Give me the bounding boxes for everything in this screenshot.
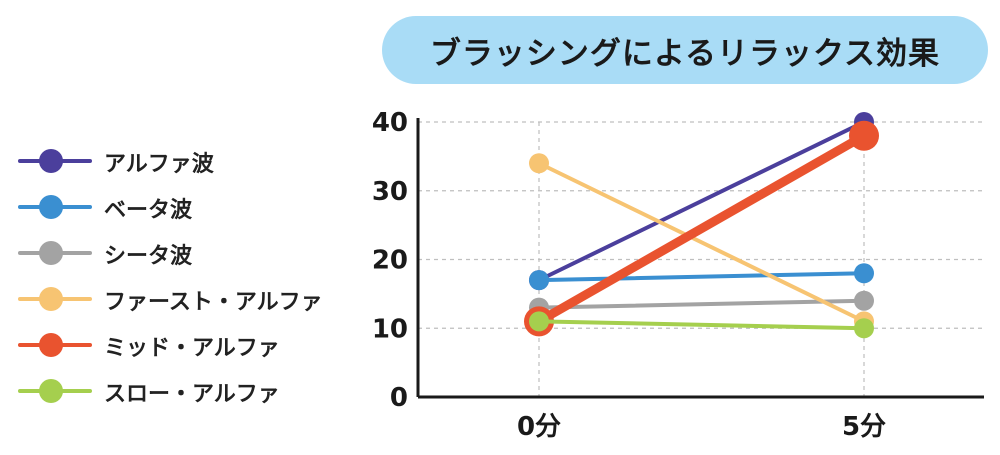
- data-point: [854, 263, 874, 284]
- legend-swatch-dot: [39, 333, 63, 357]
- data-point: [529, 270, 549, 291]
- series-line: [534, 131, 869, 326]
- y-tick-label: 20: [372, 246, 408, 276]
- legend-label: スロー・アルファ: [104, 382, 280, 407]
- series-line: [537, 319, 866, 331]
- series-line: [537, 161, 866, 324]
- legend-item: アルファ波: [12, 138, 362, 184]
- y-tick-label: 30: [372, 177, 408, 207]
- legend-label: ファースト・アルファ: [104, 290, 323, 315]
- legend-swatch-dot: [39, 287, 63, 311]
- x-tick-label: 0分: [517, 412, 561, 442]
- series-line: [537, 120, 866, 283]
- data-point: [529, 153, 549, 174]
- legend-label: ベータ波: [104, 198, 193, 223]
- legend-label: シータ波: [104, 244, 193, 269]
- series-line: [537, 298, 866, 310]
- legend-item: スロー・アルファ: [12, 368, 362, 414]
- y-tick-label: 40: [372, 108, 408, 138]
- chart-title: ブラッシングによるリラックス効果: [429, 35, 941, 72]
- legend-swatch-dot: [39, 149, 63, 173]
- legend: アルファ波ベータ波シータ波ファースト・アルファ ミッド・アルファ スロー・アルファ: [12, 138, 362, 414]
- legend-item: シータ波: [12, 230, 362, 276]
- legend-label: アルファ波: [104, 152, 214, 177]
- data-point: [529, 311, 549, 332]
- x-tick-label: 5分: [842, 412, 886, 442]
- y-tick-label: 0: [390, 383, 408, 413]
- legend-item: ベータ波: [12, 184, 362, 230]
- data-point: [854, 290, 874, 311]
- chart-title-banner: ブラッシングによるリラックス効果: [382, 16, 988, 84]
- legend-item: ファースト・アルファ: [12, 276, 362, 322]
- line-chart: 0 10 20 30 40 0分 5分: [372, 108, 984, 442]
- data-point: [849, 120, 879, 151]
- legend-swatch-dot: [39, 241, 63, 265]
- legend-label: ミッド・アルファ: [104, 336, 280, 361]
- data-point: [854, 318, 874, 339]
- series-line: [537, 271, 866, 283]
- legend-item: ミッド・アルファ: [12, 322, 362, 368]
- y-tick-label: 10: [372, 314, 408, 344]
- legend-swatch-dot: [39, 195, 63, 219]
- legend-swatch-dot: [39, 379, 63, 403]
